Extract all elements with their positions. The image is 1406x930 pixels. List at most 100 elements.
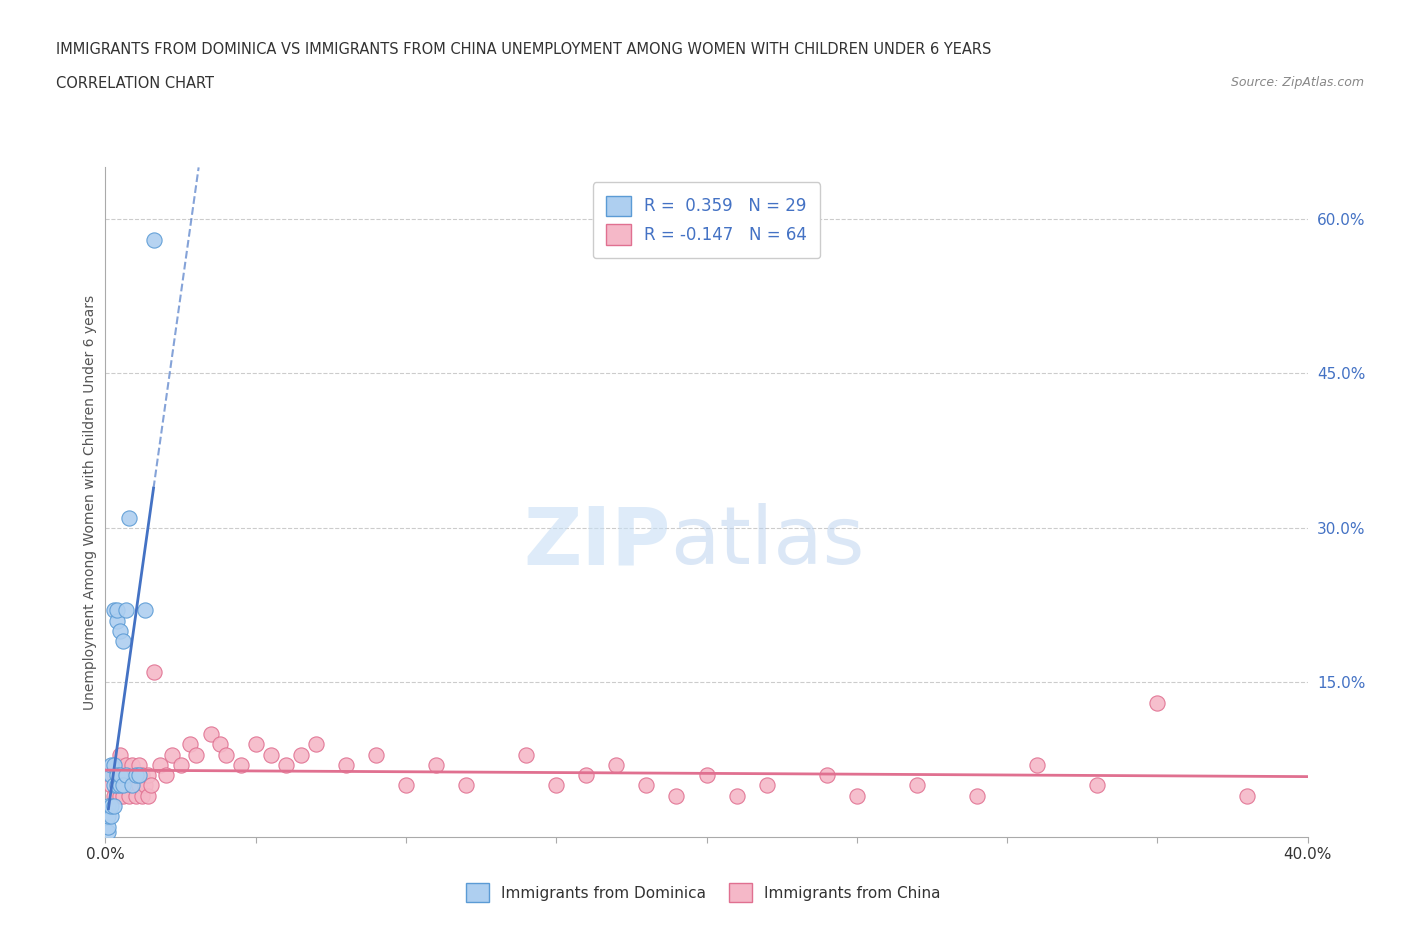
Point bbox=[97, 819, 120, 834]
Point bbox=[139, 778, 162, 793]
Text: IMMIGRANTS FROM DOMINICA VS IMMIGRANTS FROM CHINA UNEMPLOYMENT AMONG WOMEN WITH : IMMIGRANTS FROM DOMINICA VS IMMIGRANTS F… bbox=[56, 42, 991, 57]
Point bbox=[124, 768, 146, 783]
Point bbox=[179, 737, 201, 751]
Point bbox=[636, 778, 658, 793]
Point bbox=[121, 778, 143, 793]
Point bbox=[100, 778, 122, 793]
Point bbox=[845, 789, 868, 804]
Point bbox=[1085, 778, 1108, 793]
Point bbox=[110, 768, 132, 783]
Point bbox=[134, 778, 156, 793]
Point bbox=[454, 778, 477, 793]
Point bbox=[100, 799, 122, 814]
Point bbox=[755, 778, 778, 793]
Point bbox=[115, 778, 138, 793]
Point bbox=[575, 768, 598, 783]
Point bbox=[124, 768, 146, 783]
Point bbox=[605, 757, 627, 772]
Point bbox=[100, 809, 122, 824]
Point bbox=[425, 757, 447, 772]
Point bbox=[290, 747, 312, 762]
Point bbox=[115, 768, 138, 783]
Point bbox=[121, 757, 143, 772]
Point bbox=[335, 757, 357, 772]
Point bbox=[274, 757, 297, 772]
Point bbox=[103, 789, 125, 804]
Point bbox=[1026, 757, 1049, 772]
Point bbox=[245, 737, 267, 751]
Point bbox=[107, 778, 129, 793]
Point bbox=[107, 603, 129, 618]
Point bbox=[107, 757, 129, 772]
Point bbox=[118, 768, 141, 783]
Point bbox=[696, 768, 718, 783]
Point bbox=[260, 747, 283, 762]
Point bbox=[131, 768, 153, 783]
Point bbox=[905, 778, 928, 793]
Point bbox=[142, 665, 165, 680]
Point bbox=[112, 634, 135, 649]
Text: CORRELATION CHART: CORRELATION CHART bbox=[56, 76, 214, 91]
Point bbox=[546, 778, 568, 793]
Legend: Immigrants from Dominica, Immigrants from China: Immigrants from Dominica, Immigrants fro… bbox=[460, 877, 946, 909]
Point bbox=[136, 789, 159, 804]
Point bbox=[1146, 696, 1168, 711]
Point bbox=[112, 778, 135, 793]
Point bbox=[142, 232, 165, 247]
Point bbox=[110, 747, 132, 762]
Point bbox=[364, 747, 387, 762]
Point bbox=[169, 757, 191, 772]
Point bbox=[103, 757, 125, 772]
Point bbox=[184, 747, 207, 762]
Point bbox=[725, 789, 748, 804]
Point bbox=[131, 789, 153, 804]
Point bbox=[97, 824, 120, 839]
Point bbox=[103, 603, 125, 618]
Point bbox=[110, 789, 132, 804]
Point bbox=[115, 603, 138, 618]
Point bbox=[107, 778, 129, 793]
Text: atlas: atlas bbox=[671, 503, 865, 581]
Point bbox=[112, 768, 135, 783]
Point bbox=[966, 789, 988, 804]
Point bbox=[97, 799, 120, 814]
Point bbox=[200, 726, 222, 741]
Point bbox=[160, 747, 183, 762]
Point bbox=[665, 789, 688, 804]
Point bbox=[134, 603, 156, 618]
Point bbox=[136, 768, 159, 783]
Point bbox=[155, 768, 177, 783]
Point bbox=[103, 768, 125, 783]
Point bbox=[107, 768, 129, 783]
Point bbox=[103, 799, 125, 814]
Point bbox=[128, 768, 150, 783]
Point bbox=[128, 778, 150, 793]
Point bbox=[112, 789, 135, 804]
Point bbox=[815, 768, 838, 783]
Point bbox=[515, 747, 537, 762]
Point bbox=[110, 768, 132, 783]
Point bbox=[100, 768, 122, 783]
Point bbox=[97, 809, 120, 824]
Text: Source: ZipAtlas.com: Source: ZipAtlas.com bbox=[1230, 76, 1364, 89]
Point bbox=[118, 789, 141, 804]
Point bbox=[208, 737, 231, 751]
Point bbox=[103, 778, 125, 793]
Point bbox=[100, 757, 122, 772]
Point bbox=[305, 737, 328, 751]
Point bbox=[110, 623, 132, 638]
Text: ZIP: ZIP bbox=[523, 503, 671, 581]
Point bbox=[229, 757, 252, 772]
Point bbox=[121, 778, 143, 793]
Point bbox=[107, 613, 129, 628]
Point bbox=[118, 511, 141, 525]
Point bbox=[128, 757, 150, 772]
Point bbox=[1236, 789, 1258, 804]
Point bbox=[110, 778, 132, 793]
Point bbox=[124, 789, 146, 804]
Y-axis label: Unemployment Among Women with Children Under 6 years: Unemployment Among Women with Children U… bbox=[83, 295, 97, 710]
Legend: R =  0.359   N = 29, R = -0.147   N = 64: R = 0.359 N = 29, R = -0.147 N = 64 bbox=[592, 182, 821, 259]
Point bbox=[115, 757, 138, 772]
Point bbox=[148, 757, 170, 772]
Point bbox=[395, 778, 418, 793]
